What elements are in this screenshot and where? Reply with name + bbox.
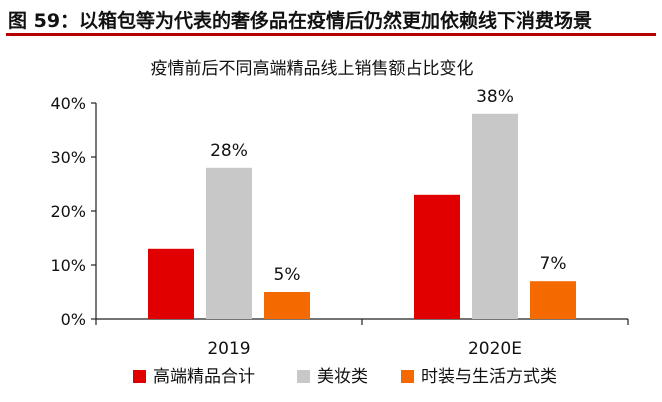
- data-label: 38%: [476, 87, 514, 107]
- y-tick-label: 30%: [50, 148, 86, 167]
- data-labels: 28% 5% 38% 7%: [210, 87, 566, 285]
- axes: 0% 10% 20% 30% 40% 2019 2020E: [50, 94, 629, 359]
- data-label: 28%: [210, 141, 248, 161]
- legend-label: 时装与生活方式类: [421, 367, 557, 387]
- chart-title: 疫情前后不同高端精品线上销售额占比变化: [151, 59, 474, 79]
- caption-divider: [6, 33, 656, 36]
- data-label: 5%: [274, 265, 301, 285]
- y-tick-label: 20%: [50, 202, 86, 221]
- bar: [148, 248, 194, 319]
- figure-caption: 图 59：以箱包等为代表的奢侈品在疫情后仍然更加依赖线下消费场景: [8, 10, 593, 32]
- bar: [264, 292, 310, 319]
- legend: 高端精品合计 美妆类 时装与生活方式类: [133, 367, 557, 387]
- bar: [530, 281, 576, 319]
- y-tick-label: 10%: [50, 256, 86, 275]
- x-tick-label: 2020E: [468, 339, 522, 359]
- bar: [206, 167, 252, 319]
- bar: [472, 113, 518, 319]
- legend-label: 高端精品合计: [153, 367, 255, 387]
- legend-swatch: [133, 370, 146, 383]
- legend-swatch: [297, 370, 310, 383]
- x-tick-label: 2019: [207, 339, 250, 359]
- legend-swatch: [401, 370, 414, 383]
- legend-label: 美妆类: [317, 367, 368, 387]
- y-tick-label: 0%: [61, 310, 86, 329]
- bar: [414, 194, 460, 319]
- data-label: 7%: [540, 254, 567, 274]
- bars: [148, 113, 576, 319]
- y-tick-label: 40%: [50, 94, 86, 113]
